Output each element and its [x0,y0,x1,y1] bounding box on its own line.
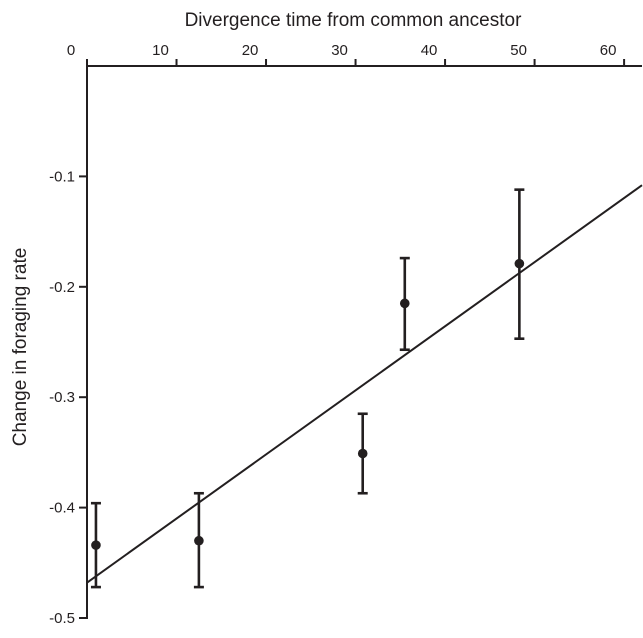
x-tick-label: 0 [67,42,75,59]
x-tick-label: 60 [600,42,617,59]
data-point [399,298,410,309]
y-tick-label: -0.4 [49,500,75,517]
data-point [194,535,204,546]
y-ticks: -0.1 -0.2 -0.3 -0.4 -0.5 [49,168,87,627]
x-tick-label: 10 [152,42,169,59]
y-tick-label: -0.1 [49,168,75,185]
y-tick-label: -0.5 [49,610,75,627]
plot-area [86,184,643,589]
y-axis-title: Change in foraging rate [10,248,31,447]
y-tick-label: -0.3 [49,389,75,406]
trend-line [86,184,643,584]
data-point [514,258,525,269]
data-point [91,540,101,550]
x-axis-title: Divergence time from common ancestor [185,10,523,31]
x-tick-label: 50 [510,42,527,59]
x-ticks: 0 10 20 30 40 50 60 [67,42,626,66]
x-tick-label: 20 [242,42,259,59]
x-tick-label: 30 [331,42,348,59]
y-tick-label: -0.2 [49,279,75,296]
x-tick-label: 40 [421,42,438,59]
data-point [357,448,368,459]
